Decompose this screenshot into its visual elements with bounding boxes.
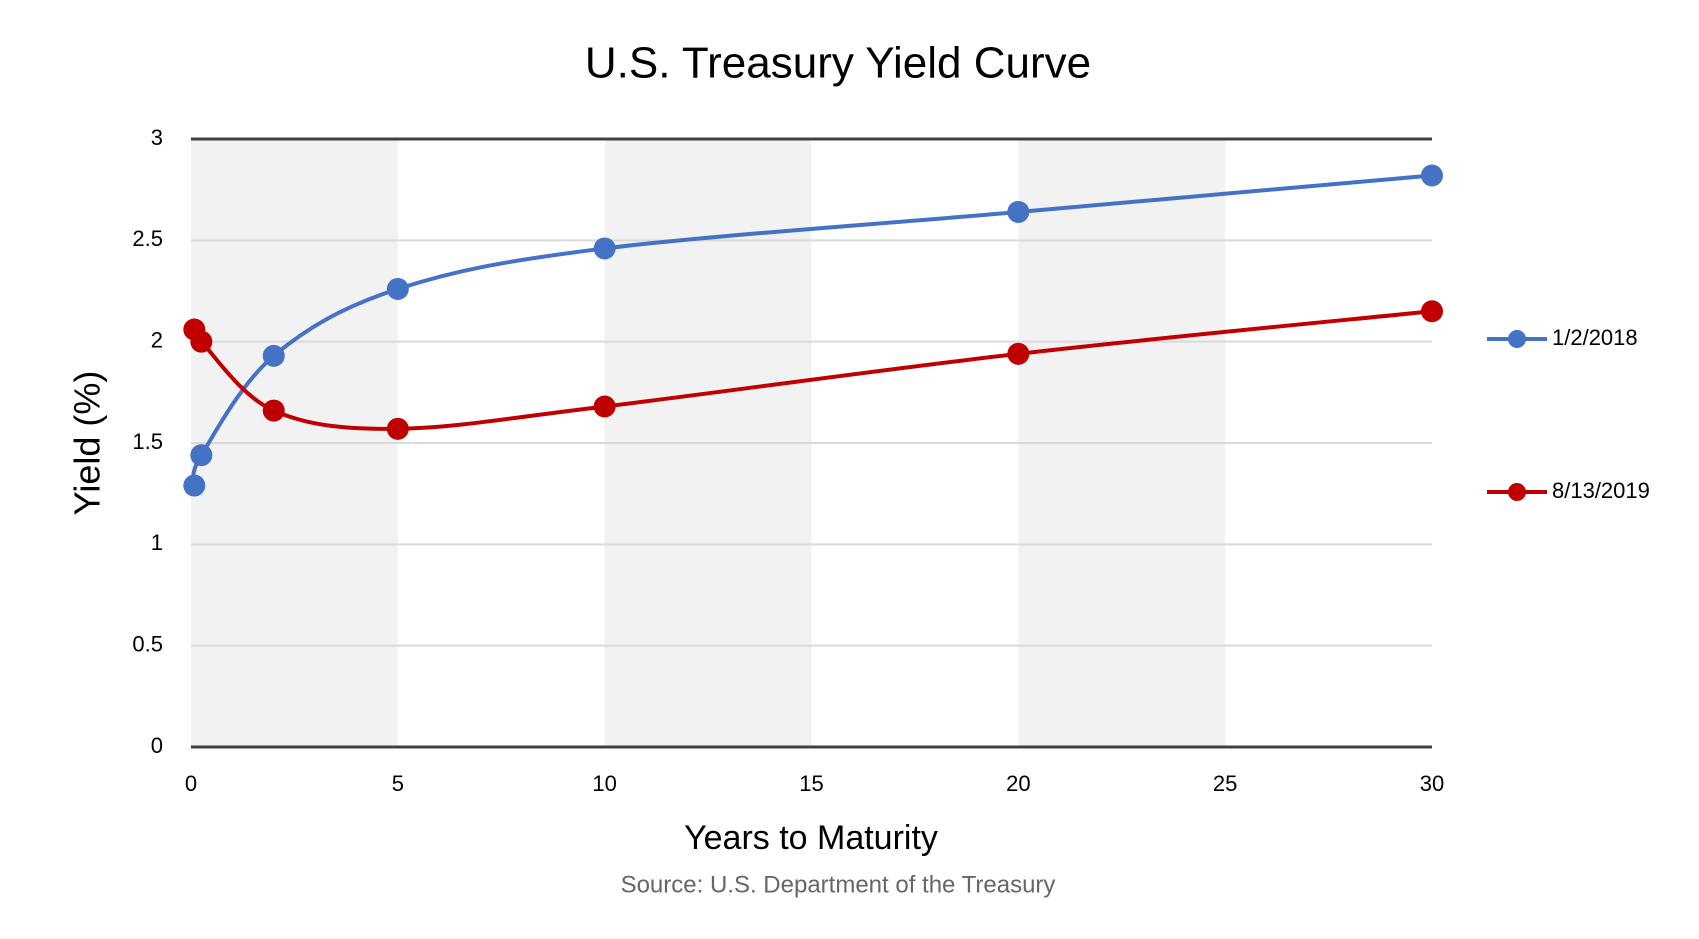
y-tick-label: 1.5 — [132, 429, 163, 454]
x-tick-label: 5 — [392, 771, 404, 796]
data-point — [262, 399, 285, 422]
data-point — [1421, 300, 1443, 323]
y-tick-label: 2.5 — [132, 226, 163, 251]
y-tick-label: 2 — [151, 327, 163, 352]
x-tick-label: 10 — [592, 771, 616, 796]
x-tick-label: 0 — [185, 771, 197, 796]
legend-label: 1/2/2018 — [1552, 325, 1638, 350]
legend-marker — [1508, 330, 1526, 348]
x-tick-label: 20 — [1006, 771, 1030, 796]
y-tick-label: 0.5 — [132, 631, 163, 656]
x-tick-label: 25 — [1213, 771, 1237, 796]
data-point — [593, 237, 616, 260]
series-line — [191, 173, 1433, 487]
legend-marker — [1508, 483, 1526, 501]
x-tick-label: 30 — [1420, 771, 1444, 796]
x-tick-label: 15 — [799, 771, 823, 796]
data-point — [593, 395, 616, 418]
data-point — [386, 417, 409, 440]
y-tick-label: 1 — [151, 530, 163, 555]
data-point — [262, 344, 285, 367]
data-point — [190, 444, 213, 467]
data-point — [190, 330, 213, 353]
data-point — [1007, 200, 1030, 223]
y-tick-label: 3 — [151, 125, 163, 150]
y-tick-label: 0 — [151, 733, 163, 758]
series-line — [191, 309, 1433, 431]
source-note: Source: U.S. Department of the Treasury — [621, 871, 1056, 898]
data-point — [183, 474, 206, 497]
data-point — [1421, 164, 1443, 187]
legend-label: 8/13/2019 — [1552, 478, 1650, 503]
y-axis-title: Yield (%) — [67, 371, 108, 516]
chart-title: U.S. Treasury Yield Curve — [585, 39, 1091, 88]
data-point — [1007, 342, 1030, 365]
data-point — [386, 277, 409, 300]
x-axis-title: Years to Maturity — [684, 819, 938, 857]
